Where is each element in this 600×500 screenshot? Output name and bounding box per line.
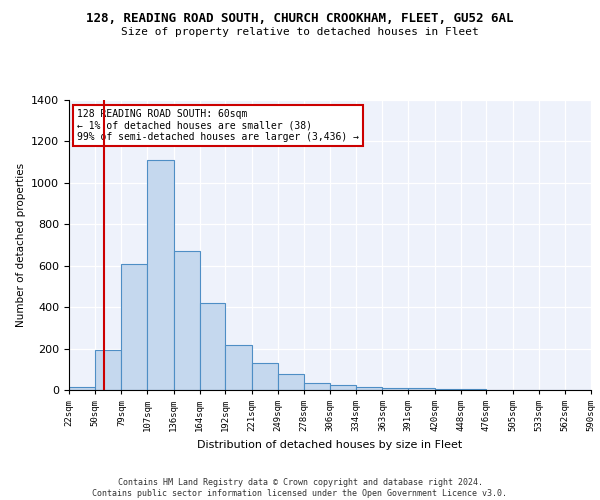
Bar <box>147 160 174 390</box>
Bar <box>382 388 408 390</box>
Bar <box>330 385 356 390</box>
Bar <box>356 387 382 390</box>
Bar <box>69 387 95 390</box>
Bar <box>199 303 225 390</box>
X-axis label: Distribution of detached houses by size in Fleet: Distribution of detached houses by size … <box>197 440 463 450</box>
Text: 128, READING ROAD SOUTH, CHURCH CROOKHAM, FLEET, GU52 6AL: 128, READING ROAD SOUTH, CHURCH CROOKHAM… <box>86 12 514 26</box>
Bar <box>252 363 278 390</box>
Text: 128 READING ROAD SOUTH: 60sqm
← 1% of detached houses are smaller (38)
99% of se: 128 READING ROAD SOUTH: 60sqm ← 1% of de… <box>77 108 359 142</box>
Bar <box>174 251 199 390</box>
Bar <box>225 346 252 390</box>
Bar <box>121 264 147 390</box>
Bar <box>95 350 121 390</box>
Text: Size of property relative to detached houses in Fleet: Size of property relative to detached ho… <box>121 27 479 37</box>
Text: Contains HM Land Registry data © Crown copyright and database right 2024.
Contai: Contains HM Land Registry data © Crown c… <box>92 478 508 498</box>
Bar <box>435 389 461 390</box>
Bar <box>408 388 435 390</box>
Bar <box>304 383 330 390</box>
Y-axis label: Number of detached properties: Number of detached properties <box>16 163 26 327</box>
Bar <box>278 374 304 390</box>
